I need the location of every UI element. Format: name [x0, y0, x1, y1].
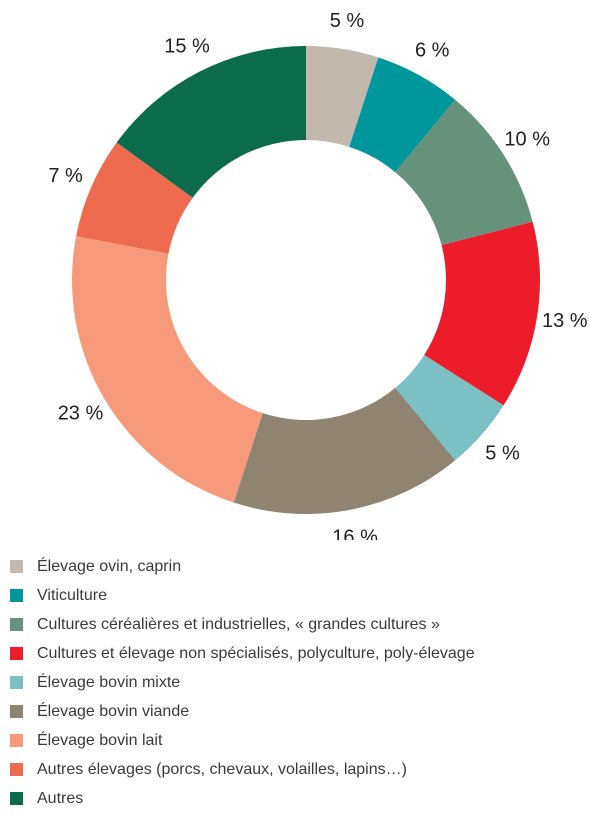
legend-swatch: [10, 560, 23, 573]
legend-label: Autres élevages (porcs, chevaux, volaill…: [37, 760, 407, 778]
legend-label: Viticulture: [37, 586, 107, 604]
legend-label: Autres: [37, 789, 84, 807]
slice-9: [116, 45, 306, 198]
slice-2: [349, 57, 456, 173]
slice-label-3: 10 %: [504, 129, 550, 151]
legend-swatch: [10, 676, 23, 689]
slice-4: [424, 221, 540, 406]
legend-item-2: Viticulture: [10, 581, 475, 610]
legend-item-1: Élevage ovin, caprin: [10, 552, 475, 581]
slice-label-6: 16 %: [332, 526, 378, 540]
slice-label-4: 13 %: [542, 310, 588, 332]
slice-label-9: 15 %: [164, 36, 210, 58]
legend-item-3: Cultures céréalières et industrielles, «…: [10, 610, 475, 639]
legend-swatch: [10, 589, 23, 602]
slice-6: [233, 387, 456, 514]
slice-8: [76, 142, 193, 254]
legend-label: Cultures et élevage non spécialisés, pol…: [37, 644, 475, 662]
slice-label-7: 23 %: [58, 402, 104, 424]
legend-label: Élevage bovin viande: [37, 702, 190, 720]
slice-label-8: 7 %: [48, 165, 83, 187]
legend-label: Élevage bovin mixte: [37, 673, 181, 691]
slice-3: [395, 99, 533, 246]
legend: Élevage ovin, caprin Viticulture Cultures …: [10, 552, 475, 813]
legend-item-4: Cultures et élevage non spécialisés, pol…: [10, 639, 475, 668]
legend-item-9: Autres: [10, 784, 475, 813]
legend-swatch: [10, 792, 23, 805]
slice-7: [72, 236, 263, 503]
slice-value-labels: 5 % 6 % 10 % 13 % 5 % 16 % 23 % 7 % 15 %: [48, 10, 587, 540]
legend-item-6: Élevage bovin viande: [10, 697, 475, 726]
slice-label-2: 6 %: [415, 39, 450, 61]
slice-label-5: 5 %: [485, 442, 520, 464]
legend-swatch: [10, 763, 23, 776]
slice-5: [395, 355, 504, 461]
legend-swatch: [10, 647, 23, 660]
legend-swatch: [10, 734, 23, 747]
legend-label: Élevage bovin lait: [37, 731, 163, 749]
donut-chart: 5 % 6 % 10 % 13 % 5 % 16 % 23 % 7 % 15 %: [48, 10, 587, 540]
legend-item-7: Élevage bovin lait: [10, 726, 475, 755]
legend-item-5: Élevage bovin mixte: [10, 668, 475, 697]
legend-item-8: Autres élevages (porcs, chevaux, volaill…: [10, 755, 475, 784]
slice-label-1: 5 %: [330, 10, 365, 32]
donut-slices: [72, 45, 540, 514]
slice-1: [306, 46, 379, 147]
legend-swatch: [10, 618, 23, 631]
legend-label: Cultures céréalières et industrielles, «…: [37, 615, 440, 633]
legend-label: Élevage ovin, caprin: [37, 557, 182, 575]
legend-swatch: [10, 705, 23, 718]
